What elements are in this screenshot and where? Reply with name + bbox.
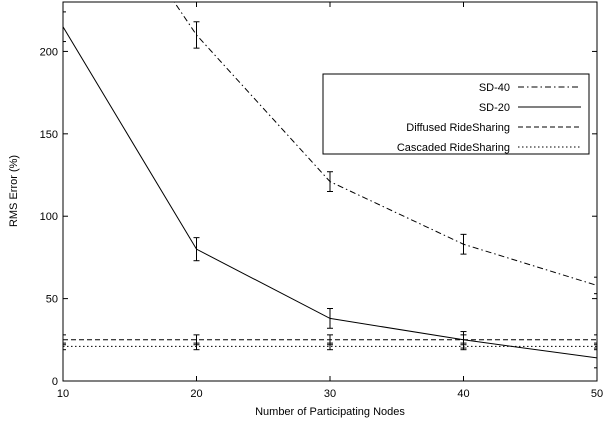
error-bar — [594, 276, 597, 295]
error-bar — [193, 237, 200, 262]
legend-box — [322, 73, 590, 155]
axis-ticks — [62, 2, 598, 382]
y-tick-label: 200 — [40, 46, 58, 58]
x-tick-label: 20 — [190, 388, 202, 400]
tick-labels: 10 20 30 40 50 0 50 100 150 200 — [40, 46, 603, 400]
error-bar — [594, 334, 597, 346]
legend-label-diffused-ridesharing: Diffused RideSharing — [406, 122, 510, 134]
y-tick-label: 150 — [40, 129, 58, 141]
error-bar — [193, 21, 200, 49]
error-bar — [594, 342, 597, 351]
x-tick-label: 40 — [457, 388, 469, 400]
legend-label-cascaded-ridesharing: Cascaded RideSharing — [397, 142, 510, 154]
y-axis-title: RMS Error (%) — [8, 155, 20, 227]
error-bar — [63, 11, 66, 43]
legend: SD-40 SD-20 Diffused RideSharing Cascaded R… — [322, 73, 590, 155]
y-tick-label: 50 — [46, 294, 58, 306]
error-bar — [63, 342, 66, 351]
error-bar — [594, 347, 597, 369]
series-cascaded-ridesharing — [63, 342, 597, 351]
error-bar — [193, 342, 200, 351]
error-bar — [327, 342, 333, 351]
x-tick-label: 10 — [57, 388, 69, 400]
y-tick-label: 0 — [52, 376, 58, 388]
legend-label-sd-40: SD-40 — [479, 82, 510, 94]
error-bar — [460, 342, 467, 351]
series-sd-40 — [173, 2, 597, 295]
x-axis-title: Number of Participating Nodes — [255, 406, 405, 418]
x-tick-label: 30 — [324, 388, 336, 400]
x-tick-label: 50 — [591, 388, 603, 400]
legend-label-sd-20: SD-20 — [479, 102, 510, 114]
error-bar — [327, 171, 333, 192]
y-tick-label: 100 — [40, 211, 58, 223]
error-bar — [460, 233, 467, 255]
error-bar — [327, 307, 333, 329]
error-bar — [63, 334, 66, 346]
series-group — [63, 2, 597, 369]
